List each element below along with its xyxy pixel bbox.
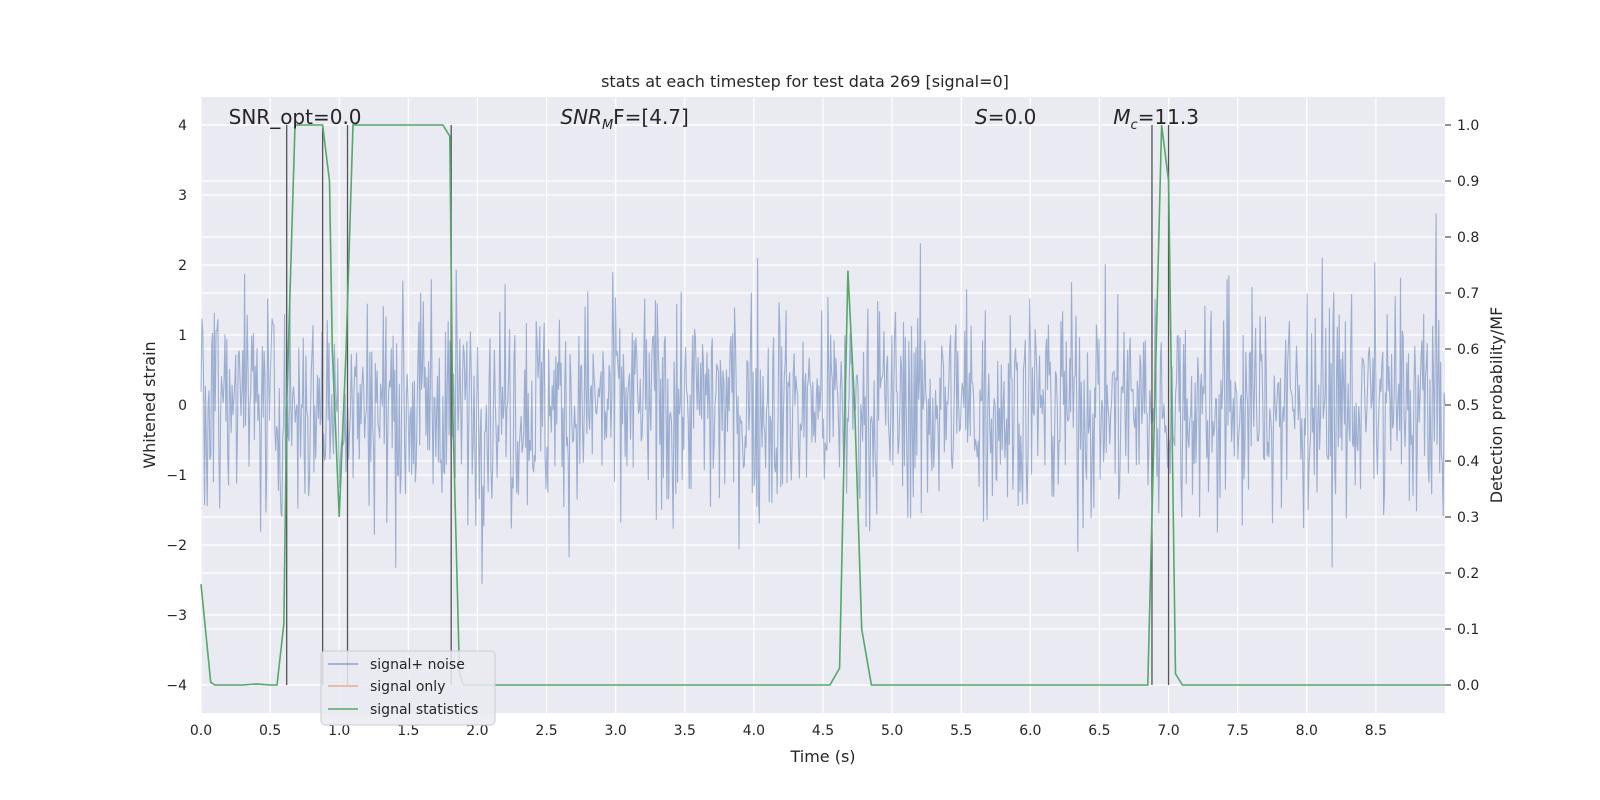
y2-tick-label: 0.4 (1457, 454, 1479, 470)
y2-tick-label: 0.7 (1457, 286, 1479, 302)
x-tick-label: 4.0 (743, 723, 765, 739)
y2-axis-label: Detection probability/MF (1487, 307, 1506, 504)
y2-tick-label: 0.0 (1457, 678, 1479, 694)
y2-tick-label: 0.3 (1457, 510, 1479, 526)
x-tick-label: 0.0 (190, 723, 212, 739)
stat-annotation: SNRMF=[4.7] (560, 105, 688, 133)
stat-annotation: SNR_opt=0.0 (229, 105, 362, 129)
y2-tick-label: 0.9 (1457, 174, 1479, 190)
legend-label-signal-statistics: signal statistics (370, 702, 478, 718)
y2-tick-label: 0.8 (1457, 230, 1479, 246)
x-tick-label: 7.5 (1227, 723, 1249, 739)
y-tick-label: −3 (166, 608, 187, 624)
series-signal-noise (200, 213, 1446, 584)
x-tick-label: 5.5 (950, 723, 972, 739)
y2-tick-label: 0.2 (1457, 566, 1479, 582)
legend-label-signal-only: signal only (370, 679, 445, 695)
y-axis-ticks: −4 −3 −2 −1 0 1 2 3 4 (166, 118, 187, 694)
legend-box (320, 650, 496, 726)
x-tick-label: 6.5 (1088, 723, 1110, 739)
chart-title: stats at each timestep for test data 269… (601, 72, 1009, 91)
annotations: SNR_opt=0.0 SNRMF=[4.7] S=0.0 Mc=11.3 (229, 105, 1199, 133)
x-tick-label: 4.5 (812, 723, 834, 739)
x-tick-label: 8.5 (1365, 723, 1387, 739)
stat-annotation: Mc=11.3 (1113, 105, 1199, 133)
x-tick-label: 3.0 (605, 723, 627, 739)
x-tick-label: 8.0 (1296, 723, 1318, 739)
y2-tick-label: 1.0 (1457, 118, 1479, 134)
x-tick-label: 2.0 (466, 723, 488, 739)
y-tick-label: 1 (178, 328, 187, 344)
y-axis-label: Whitened strain (140, 341, 159, 468)
y-tick-label: −1 (166, 468, 187, 484)
y2-axis-ticks: 0.0 0.1 0.2 0.3 0.4 0.5 0.6 0.7 0.8 0.9 1.0 (1445, 118, 1479, 694)
y2-tick-label: 0.1 (1457, 622, 1479, 638)
x-tick-label: 1.0 (328, 723, 350, 739)
y-tick-label: 0 (178, 398, 187, 414)
y-tick-label: −2 (166, 538, 187, 554)
x-tick-label: 5.0 (881, 723, 903, 739)
y-tick-label: −4 (166, 678, 187, 694)
x-tick-label: 0.5 (259, 723, 281, 739)
x-tick-label: 1.5 (397, 723, 419, 739)
x-tick-label: 2.5 (535, 723, 557, 739)
noise-trace (200, 213, 1446, 584)
legend-label-signal-noise: signal+ noise (370, 657, 465, 673)
x-tick-label: 3.5 (674, 723, 696, 739)
x-axis-label: Time (s) (789, 747, 855, 766)
y-tick-label: 2 (178, 258, 187, 274)
x-axis-ticks: 0.0 0.5 1.0 1.5 2.0 2.5 3.0 3.5 4.0 4.5 5.0 5.5 6.0 6… (190, 723, 1387, 739)
y2-tick-label: 0.5 (1457, 398, 1479, 414)
y-tick-label: 3 (178, 188, 187, 204)
x-tick-label: 7.0 (1157, 723, 1179, 739)
legend: signal+ noise signal only signal statist… (320, 650, 496, 726)
x-tick-label: 6.0 (1019, 723, 1041, 739)
stat-annotation: S=0.0 (975, 105, 1036, 129)
y-tick-label: 4 (178, 118, 187, 134)
y2-tick-label: 0.6 (1457, 342, 1479, 358)
